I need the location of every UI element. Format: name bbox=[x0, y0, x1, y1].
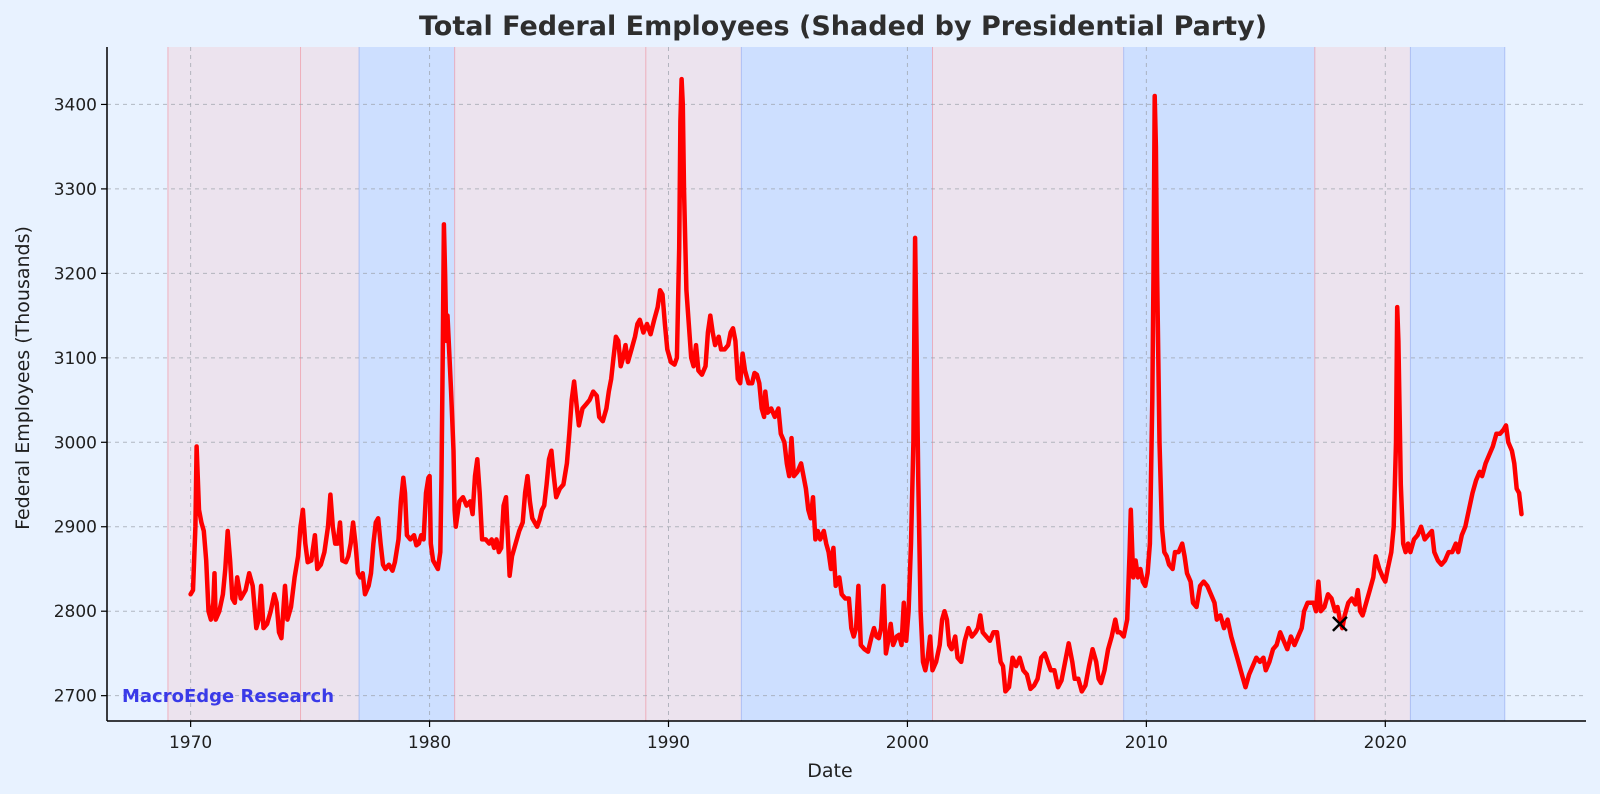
marker-layer bbox=[1332, 615, 1348, 632]
x-tick-label-2020: 2020 bbox=[1364, 733, 1407, 753]
x-tick-label-1980: 1980 bbox=[408, 733, 451, 753]
party-period-republican-3 bbox=[454, 47, 646, 721]
tick-layer: 1970 1980 1990 2000 2010 2020 2700 2800 2900 3000… bbox=[54, 95, 1407, 753]
party-period-democrat-9 bbox=[1410, 47, 1505, 721]
y-tick-label-3000: 3000 bbox=[54, 433, 97, 453]
chart-title: Total Federal Employees (Shaded by Presi… bbox=[419, 11, 1267, 42]
y-axis-label: Federal Employees (Thousands) bbox=[12, 226, 34, 530]
x-tick-label-2010: 2010 bbox=[1125, 733, 1168, 753]
party-period-republican-4 bbox=[645, 47, 742, 721]
party-shading-layer bbox=[167, 47, 1506, 721]
line-layer bbox=[188, 76, 1524, 694]
y-tick-label-3400: 3400 bbox=[54, 95, 97, 115]
party-period-democrat-2 bbox=[359, 47, 455, 721]
x-tick-label-1990: 1990 bbox=[647, 733, 690, 753]
y-tick-label-3200: 3200 bbox=[54, 264, 97, 284]
x-axis-label: Date bbox=[807, 760, 852, 782]
y-tick-label-3100: 3100 bbox=[54, 349, 97, 369]
y-tick-label-2700: 2700 bbox=[54, 687, 97, 707]
watermark-text: MacroEdge Research bbox=[122, 686, 334, 707]
party-period-republican-1 bbox=[300, 47, 360, 721]
y-tick-label-2900: 2900 bbox=[54, 518, 97, 538]
y-tick-label-3300: 3300 bbox=[54, 180, 97, 200]
x-tick-label-2000: 2000 bbox=[886, 733, 929, 753]
party-period-democrat-5 bbox=[741, 47, 933, 721]
party-period-republican-6 bbox=[932, 47, 1124, 721]
y-tick-label-2800: 2800 bbox=[54, 602, 97, 622]
axes-layer bbox=[106, 47, 1586, 722]
series-line-federal-employees bbox=[188, 76, 1524, 694]
x-tick-label-1970: 1970 bbox=[169, 733, 212, 753]
x-marker-stroke-2 bbox=[1332, 615, 1348, 632]
